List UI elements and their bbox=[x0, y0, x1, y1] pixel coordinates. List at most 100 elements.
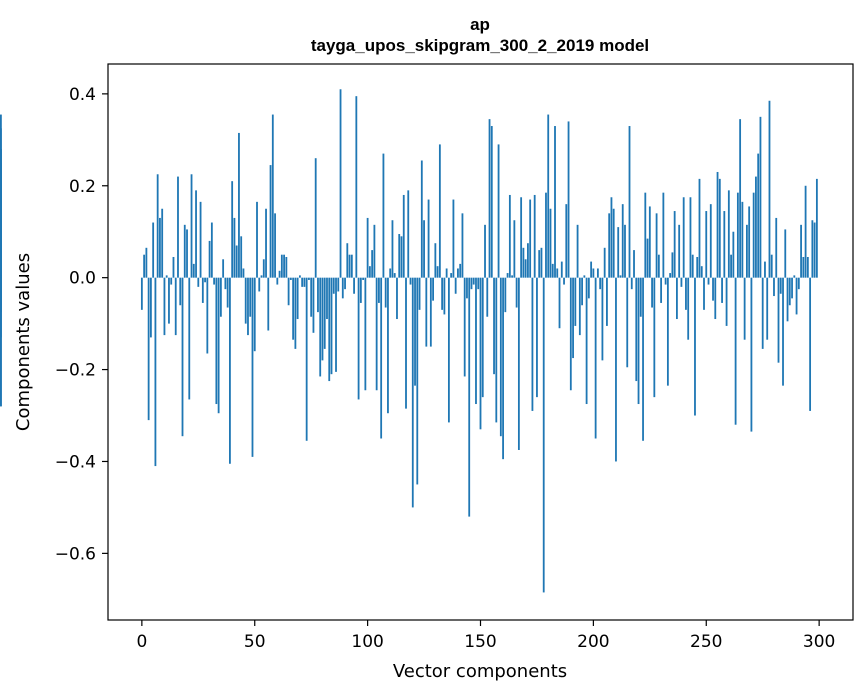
bar bbox=[694, 277, 696, 416]
bar bbox=[673, 211, 676, 278]
bar bbox=[0, 275, 2, 278]
bar bbox=[635, 277, 638, 382]
bar bbox=[784, 229, 787, 278]
y-tick-label: 0.0 bbox=[69, 269, 96, 289]
bar bbox=[429, 277, 432, 347]
bar bbox=[285, 256, 288, 278]
bar bbox=[770, 254, 773, 278]
bar bbox=[265, 208, 267, 278]
bar bbox=[551, 263, 554, 278]
bar bbox=[716, 171, 719, 278]
bar bbox=[0, 277, 2, 292]
bar bbox=[217, 277, 220, 414]
bar bbox=[378, 277, 380, 303]
bar bbox=[341, 277, 344, 299]
bar bbox=[624, 224, 626, 278]
bar bbox=[477, 277, 480, 290]
bar bbox=[567, 121, 570, 278]
bar bbox=[813, 222, 816, 278]
bar bbox=[804, 185, 807, 278]
bar bbox=[149, 277, 152, 338]
bar bbox=[163, 277, 166, 336]
bar bbox=[192, 263, 195, 278]
bar bbox=[723, 211, 726, 278]
bar bbox=[527, 243, 529, 278]
bar bbox=[165, 275, 168, 278]
bar bbox=[511, 275, 514, 278]
bar bbox=[425, 277, 428, 347]
bar bbox=[459, 263, 462, 278]
bar bbox=[601, 277, 604, 361]
bar bbox=[549, 208, 552, 278]
bar bbox=[766, 277, 769, 340]
bar bbox=[233, 217, 236, 278]
x-axis-ticks: 0 50 100 150 200 250 300 bbox=[136, 620, 835, 652]
bar bbox=[380, 277, 383, 439]
bar bbox=[583, 275, 586, 278]
bar bbox=[450, 273, 453, 278]
bar bbox=[669, 273, 672, 278]
bar bbox=[454, 277, 457, 294]
bar bbox=[576, 224, 579, 278]
bar bbox=[170, 277, 173, 285]
bar bbox=[730, 254, 732, 278]
bar bbox=[416, 277, 419, 485]
bar bbox=[461, 213, 464, 278]
bar bbox=[793, 275, 796, 278]
bar bbox=[447, 277, 450, 423]
bar bbox=[578, 277, 581, 336]
x-tick-label: 100 bbox=[351, 632, 383, 652]
bar bbox=[244, 277, 247, 324]
bar bbox=[154, 277, 157, 467]
bar bbox=[269, 165, 272, 278]
bar bbox=[815, 178, 818, 278]
bar bbox=[714, 277, 717, 320]
chart-subtitle: tayga_upos_skipgram_300_2_2019 model bbox=[311, 36, 649, 55]
bar bbox=[504, 277, 507, 313]
bar bbox=[653, 277, 656, 398]
bar bbox=[709, 204, 712, 278]
bars-group bbox=[0, 89, 818, 593]
plot-area-frame bbox=[107, 63, 854, 621]
bar bbox=[707, 277, 710, 285]
bar bbox=[775, 217, 778, 278]
bar bbox=[292, 277, 295, 340]
bar bbox=[0, 149, 2, 278]
bar bbox=[181, 277, 184, 437]
bar bbox=[637, 277, 640, 405]
bar bbox=[806, 256, 809, 278]
bar bbox=[782, 277, 784, 386]
bar bbox=[515, 277, 518, 308]
bar bbox=[452, 199, 455, 278]
bar bbox=[183, 224, 186, 278]
bar bbox=[545, 192, 547, 278]
bar bbox=[522, 247, 525, 278]
bar bbox=[558, 277, 561, 329]
bar bbox=[213, 277, 216, 285]
bar bbox=[660, 277, 663, 303]
bar bbox=[797, 277, 800, 290]
bar bbox=[585, 277, 588, 405]
bar bbox=[599, 277, 602, 290]
bar bbox=[242, 268, 245, 278]
bar bbox=[366, 217, 369, 278]
bar bbox=[662, 192, 665, 278]
bar bbox=[540, 247, 543, 278]
bar bbox=[764, 261, 766, 278]
bar bbox=[350, 254, 353, 278]
bar bbox=[560, 261, 563, 278]
bar bbox=[226, 277, 229, 308]
bar bbox=[402, 194, 405, 278]
y-tick-label: 0.2 bbox=[69, 177, 96, 197]
bar bbox=[628, 126, 631, 278]
bar bbox=[463, 277, 466, 377]
bar bbox=[773, 277, 775, 297]
bar bbox=[617, 227, 620, 278]
y-tick-label: 0.4 bbox=[69, 85, 96, 105]
bar bbox=[538, 250, 541, 278]
bar bbox=[328, 277, 331, 382]
bar bbox=[682, 197, 685, 278]
bar bbox=[344, 277, 346, 290]
bar bbox=[615, 277, 617, 462]
